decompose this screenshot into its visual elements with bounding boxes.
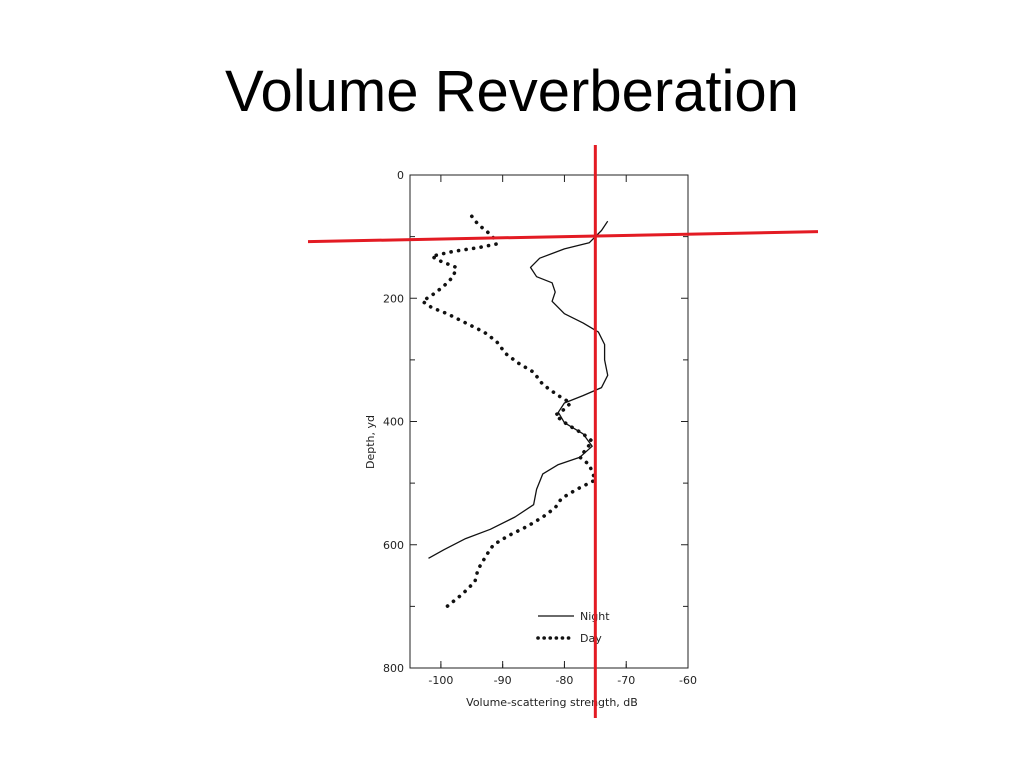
y-tick-label: 0 <box>397 169 404 182</box>
y-axis-title: Depth, yd <box>364 415 377 469</box>
y-tick-label: 800 <box>383 662 404 675</box>
annotation-horizontal-line <box>307 230 819 244</box>
series-night-line <box>428 220 609 559</box>
x-tick-label: -80 <box>555 674 573 687</box>
x-tick-label: -70 <box>617 674 635 687</box>
slide-title: Volume Reverberation <box>225 59 799 124</box>
y-tick-label: 200 <box>383 292 404 305</box>
plot-frame <box>409 174 689 669</box>
y-tick-label: 600 <box>383 539 404 552</box>
x-tick-label: -60 <box>679 674 697 687</box>
x-tick-label: -90 <box>494 674 512 687</box>
x-axis-title: Volume-scattering strength, dB <box>466 696 638 709</box>
series-day-line <box>419 214 598 609</box>
x-tick-label: -100 <box>428 674 453 687</box>
y-tick-label: 400 <box>383 416 404 429</box>
legend-label-day: Day <box>580 632 602 645</box>
